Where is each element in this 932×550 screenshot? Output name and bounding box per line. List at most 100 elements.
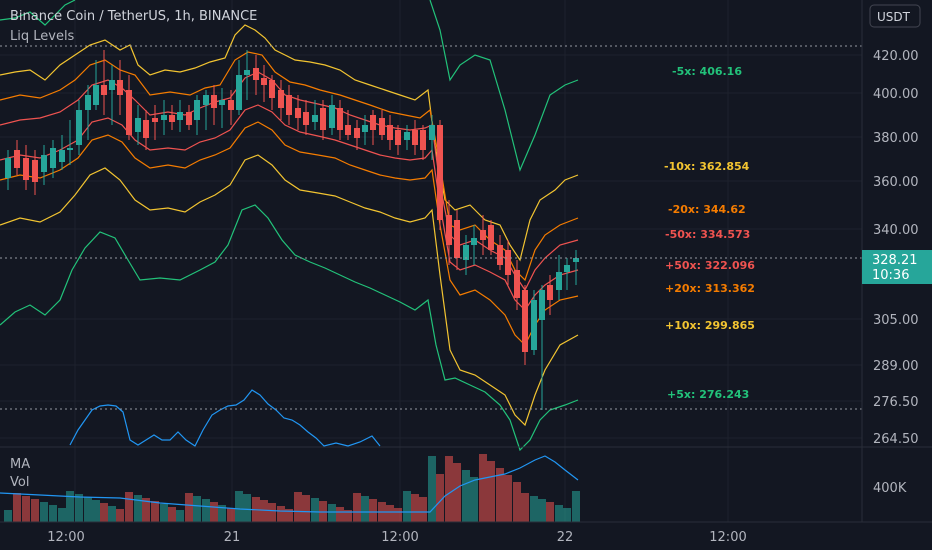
- candle: [463, 235, 469, 275]
- candle: [295, 95, 301, 130]
- candle: [379, 110, 385, 140]
- candle: [117, 60, 123, 115]
- volume-bar: [369, 499, 377, 522]
- volume-bar: [462, 470, 470, 522]
- volume-bar: [302, 495, 310, 522]
- candle: [387, 115, 393, 150]
- candle: [5, 150, 11, 190]
- volume-bar: [268, 503, 276, 522]
- candle: [23, 145, 29, 190]
- candle: [539, 285, 545, 410]
- price-badge-bg: [862, 250, 932, 284]
- candle: [354, 120, 360, 150]
- candle: [85, 85, 91, 140]
- candle: [50, 140, 56, 178]
- volume-bar: [142, 498, 150, 522]
- candle: [395, 125, 401, 155]
- liq-label: +5x: 276.243: [667, 388, 749, 401]
- y-tick-label: 276.50: [873, 395, 919, 410]
- y-tick-label: 380.00: [873, 131, 919, 146]
- candle: [93, 60, 99, 110]
- liq-labels: -5x: 406.16 -10x: 362.854 -20x: 344.62 -50x…: [664, 65, 755, 401]
- volume-bar: [210, 502, 218, 522]
- candle: [522, 285, 528, 365]
- price-badge-countdown: 10:36: [872, 268, 909, 283]
- candle: [135, 105, 141, 145]
- volume-bar: [40, 502, 48, 522]
- volume-bar: [193, 496, 201, 522]
- currency-button-bg: [869, 4, 921, 28]
- candle: [412, 120, 418, 155]
- candle: [244, 50, 250, 100]
- candle: [488, 220, 494, 255]
- volume-bar: [572, 491, 580, 522]
- volume-bar: [487, 461, 495, 522]
- candle: [143, 110, 149, 150]
- volume-bar: [311, 498, 319, 522]
- candle: [505, 240, 511, 285]
- candle: [269, 75, 275, 110]
- volume-bar: [13, 493, 21, 522]
- volume-bar: [361, 496, 369, 522]
- volume-bar: [66, 491, 74, 522]
- indicator-label[interactable]: Liq Levels: [10, 29, 75, 44]
- liq-label: -20x: 344.62: [668, 203, 746, 216]
- liq-label: -5x: 406.16: [672, 65, 742, 78]
- oscillator-line: [69, 389, 381, 447]
- liq-label: -50x: 334.573: [665, 228, 750, 241]
- candle: [329, 95, 335, 135]
- x-tick-label: 12:00: [381, 530, 418, 545]
- candle: [67, 120, 73, 165]
- liq-label: +50x: 322.096: [665, 259, 755, 272]
- x-tick-label: 22: [557, 530, 574, 545]
- candle: [454, 210, 460, 270]
- vol-label[interactable]: Vol: [10, 475, 30, 490]
- volume-bar: [504, 475, 512, 522]
- candle: [278, 80, 284, 120]
- volume-tick: 400K: [873, 481, 907, 496]
- volume-bar: [403, 491, 411, 522]
- y-axis: 420.00 400.00 380.00 360.00 340.00 305.00 289.…: [873, 49, 919, 447]
- candles: [5, 50, 579, 410]
- candle: [480, 215, 486, 255]
- volume-ma-line: [0, 455, 579, 513]
- y-tick-label: 289.00: [873, 359, 919, 374]
- volume-bar: [116, 509, 124, 522]
- liq-level-line: [0, 104, 579, 311]
- candle: [446, 200, 452, 265]
- volume-bar: [394, 508, 402, 522]
- volume-bar: [436, 474, 444, 522]
- x-axis: 12:00 21 12:00 22 12:00: [47, 530, 746, 545]
- volume-bar: [513, 482, 521, 522]
- volume-bar: [176, 510, 184, 522]
- volume-bar: [75, 494, 83, 522]
- candle: [370, 110, 376, 145]
- volume-bar: [328, 504, 336, 522]
- volume-bar: [108, 506, 116, 522]
- candle: [76, 100, 82, 155]
- y-tick-label: 420.00: [873, 49, 919, 64]
- volume-bar: [428, 456, 436, 522]
- candle: [320, 100, 326, 140]
- volume-bar: [227, 508, 235, 522]
- volume-bar: [445, 456, 453, 522]
- candle: [497, 235, 503, 270]
- liq-level-line: [0, 24, 579, 262]
- y-tick-label: 340.00: [873, 223, 919, 238]
- volume-bar: [22, 496, 30, 522]
- y-tick-label: 305.00: [873, 313, 919, 328]
- volume-bar: [563, 508, 571, 522]
- candle: [161, 100, 167, 135]
- chart-title: Binance Coin / TetherUS, 1h, BINANCE: [10, 9, 258, 24]
- candle: [261, 65, 267, 102]
- volume-bar: [386, 505, 394, 522]
- ma-label[interactable]: MA: [10, 457, 31, 472]
- volume-bar: [49, 505, 57, 522]
- x-tick-label: 12:00: [47, 530, 84, 545]
- volume-bar: [546, 502, 554, 522]
- currency-button[interactable]: USDT: [877, 10, 911, 24]
- liq-level-line: [0, 0, 76, 26]
- volume-bar: [218, 505, 226, 522]
- candle: [362, 115, 368, 145]
